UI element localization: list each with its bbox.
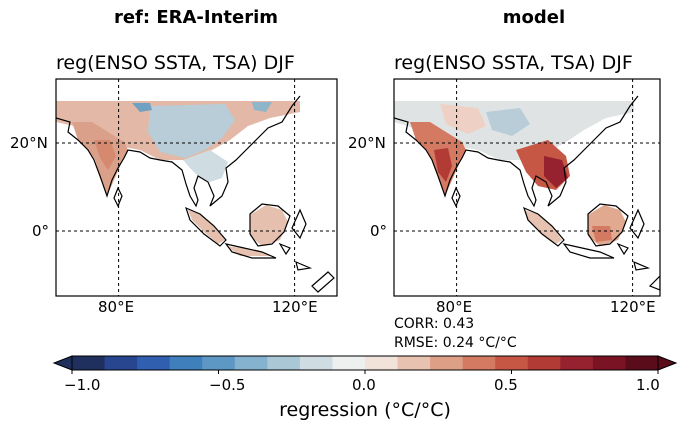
colorbar-segment — [527, 356, 561, 370]
colorbar-extend-low — [52, 355, 73, 371]
right-map — [394, 79, 660, 296]
right-field-sumatra — [524, 210, 562, 244]
corr-text: CORR: 0.43 — [394, 316, 475, 332]
left-xtick-80e: 80°E — [98, 298, 135, 316]
colorbar-segment — [430, 356, 464, 370]
left-map-frame — [55, 78, 338, 297]
colorbar-segment — [332, 356, 366, 370]
right-map-frame — [393, 78, 661, 297]
right-column-title: model — [502, 7, 566, 28]
left-field-india — [72, 122, 128, 196]
colorbar-tick-05: 0.5 — [494, 376, 518, 394]
colorbar-segment — [397, 356, 431, 370]
left-field-indochina — [183, 150, 228, 182]
left-column-title: ref: ERA-Interim — [113, 7, 279, 28]
right-field-india-core — [434, 148, 452, 182]
colorbar-tick-neg05: −0.5 — [209, 376, 246, 394]
right-field-indochina-core — [544, 156, 568, 188]
colorbar-extend-high — [657, 355, 678, 371]
colorbar-segment — [495, 356, 529, 370]
left-field-blue-spot-2 — [252, 102, 272, 112]
rmse-text: RMSE: 0.24 °C/°C — [394, 335, 517, 351]
colorbar-segment — [462, 356, 496, 370]
colorbar-segment — [267, 356, 301, 370]
colorbar-tick-neg1: −1.0 — [64, 376, 101, 394]
left-field-sumatra — [188, 210, 225, 244]
right-field-blue — [486, 108, 530, 136]
colorbar-tick-1: 1.0 — [636, 376, 660, 394]
right-ytick-20n: 20°N — [348, 134, 386, 152]
colorbar-segment — [104, 356, 138, 370]
left-field-india-core — [94, 140, 116, 170]
right-grid — [394, 79, 660, 296]
colorbar-segment — [137, 356, 171, 370]
colorbar-segment — [592, 356, 626, 370]
colorbar-label: regression (°C/°C) — [279, 399, 451, 421]
right-xtick-120e: 120°E — [610, 298, 656, 316]
left-field-blue-center — [148, 104, 235, 158]
right-xtick-80e: 80°E — [436, 298, 473, 316]
colorbar-segment — [72, 356, 106, 370]
right-coastline — [394, 95, 660, 291]
left-coastline — [56, 95, 335, 293]
right-ytick-0: 0° — [370, 222, 388, 240]
left-map — [56, 79, 337, 296]
left-field-borneo — [250, 205, 288, 246]
colorbar-segment — [625, 356, 659, 370]
colorbar-segment — [299, 356, 333, 370]
left-ytick-20n: 20°N — [10, 134, 48, 152]
colorbar-segment — [560, 356, 594, 370]
left-grid — [56, 79, 337, 296]
colorbar-segment — [234, 356, 268, 370]
colorbar-segment — [365, 356, 399, 370]
right-panel-title: reg(ENSO SSTA, TSA) DJF — [394, 52, 633, 74]
left-xtick-120e: 120°E — [272, 298, 318, 316]
colorbar — [52, 355, 678, 374]
colorbar-tick-0: 0.0 — [352, 376, 376, 394]
left-panel-title: reg(ENSO SSTA, TSA) DJF — [56, 52, 295, 74]
left-field-blue-spot — [132, 103, 152, 112]
right-field-borneo-spot — [592, 226, 612, 242]
colorbar-segment — [202, 356, 236, 370]
colorbar-segment — [169, 356, 203, 370]
right-field-pink — [440, 104, 486, 134]
left-ytick-0: 0° — [32, 222, 50, 240]
